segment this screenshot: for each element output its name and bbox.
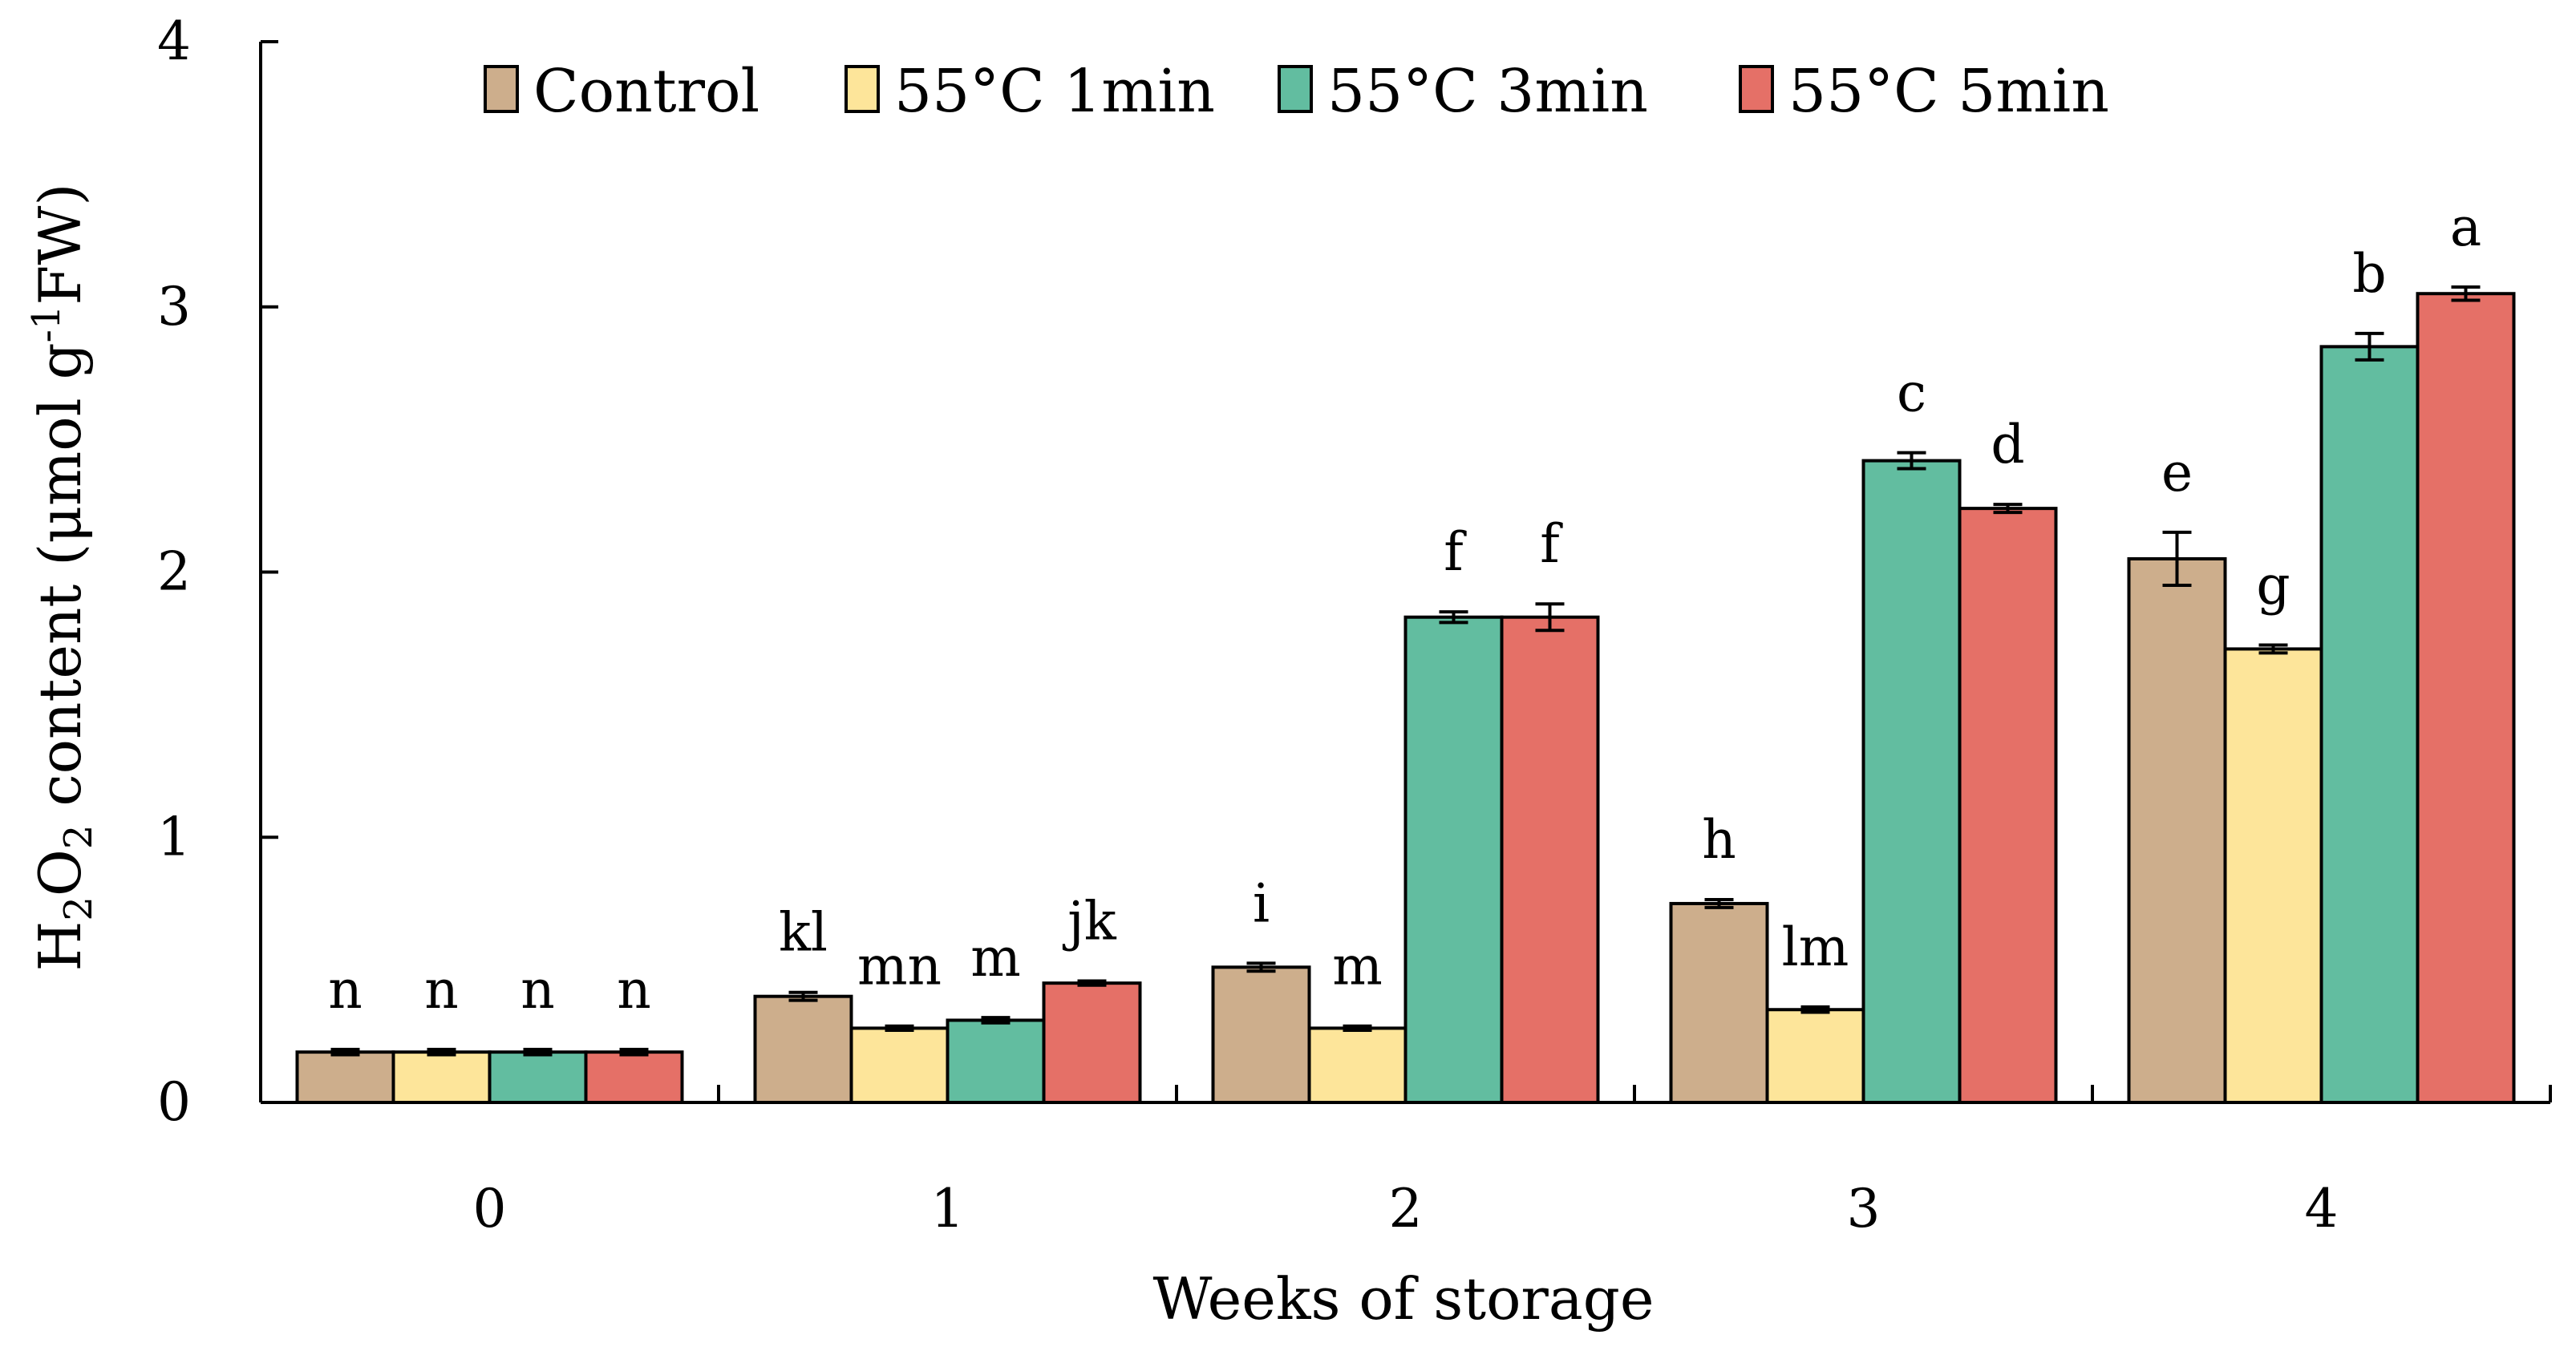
x-tick-label: 0 xyxy=(473,1178,507,1240)
x-tick-label: 1 xyxy=(931,1178,965,1240)
bar xyxy=(946,1018,1046,1105)
legend-label: 55°C 5min xyxy=(1788,57,2109,126)
y-title-sub-1: 2 xyxy=(56,896,101,921)
significance-label: e xyxy=(2161,442,2193,504)
bar xyxy=(584,1050,684,1104)
y-axis-title: H2O2 content (μmol g-1FW) xyxy=(24,184,101,972)
error-bars-group xyxy=(330,285,2481,1057)
bar xyxy=(391,1050,492,1104)
significance-label: b xyxy=(2352,243,2386,305)
significance-label: lm xyxy=(1782,916,1849,978)
bar xyxy=(1861,459,1962,1104)
bar xyxy=(1500,615,1600,1104)
bar xyxy=(753,994,853,1104)
y-tick-label: 4 xyxy=(157,10,191,72)
bar xyxy=(2127,556,2227,1104)
legend: Control 55°C 1min 55°C 3min 55°C 5min xyxy=(484,57,2109,126)
significance-label: n xyxy=(328,959,363,1021)
legend-swatch xyxy=(1278,65,1313,113)
legend-swatch xyxy=(1739,65,1774,113)
bar xyxy=(2416,292,2516,1104)
x-tick-label: 2 xyxy=(1389,1178,1423,1240)
significance-label: h xyxy=(1702,809,1736,871)
bar xyxy=(1403,615,1504,1104)
significance-label: mn xyxy=(857,936,942,997)
y-tick-label: 1 xyxy=(157,806,191,868)
bar xyxy=(1765,1008,1865,1105)
bar xyxy=(488,1050,588,1104)
legend-swatch xyxy=(484,65,519,113)
bar xyxy=(2319,345,2420,1104)
x-axis-title: Weeks of storage xyxy=(1153,1265,1655,1333)
significance-label: f xyxy=(1540,513,1563,575)
legend-label: 55°C 3min xyxy=(1327,57,1648,126)
y-title-sub-2: 2 xyxy=(56,825,101,850)
bar xyxy=(1042,981,1142,1104)
y-title-middle: content (μmol g xyxy=(26,342,94,824)
x-tick-label: 3 xyxy=(1847,1178,1881,1240)
significance-label: n xyxy=(520,959,555,1021)
bar xyxy=(1211,965,1311,1104)
y-title-suffix: FW) xyxy=(26,184,94,305)
significance-label: c xyxy=(1897,362,1926,424)
y-title-o: O xyxy=(26,849,94,896)
legend-swatch xyxy=(844,65,880,113)
y-tick-label: 3 xyxy=(157,276,191,338)
bar xyxy=(1307,1026,1407,1105)
significance-label: d xyxy=(1991,414,2024,475)
bar xyxy=(2223,647,2323,1104)
significance-label: jk xyxy=(1062,891,1116,953)
significance-label: g xyxy=(2256,554,2290,616)
bar xyxy=(1958,507,2058,1104)
x-tick-label: 4 xyxy=(2305,1178,2339,1240)
significance-label: f xyxy=(1444,521,1467,583)
significance-label: m xyxy=(1332,936,1383,997)
y-title-h: H xyxy=(26,921,94,972)
bars-group xyxy=(295,292,2516,1105)
y-title-sup: -1 xyxy=(24,305,69,343)
significance-label: kl xyxy=(779,902,828,964)
significance-label: m xyxy=(970,927,1021,989)
significance-label: a xyxy=(2450,196,2481,258)
legend-label: 55°C 1min xyxy=(894,57,1215,126)
significance-label: n xyxy=(617,959,651,1021)
significance-label: n xyxy=(424,959,459,1021)
y-tick-label: 2 xyxy=(157,541,191,603)
bar xyxy=(1669,901,1769,1104)
bar xyxy=(295,1050,395,1104)
y-tick-label: 0 xyxy=(157,1071,191,1133)
legend-label: Control xyxy=(533,57,759,126)
significance-label: i xyxy=(1253,872,1270,934)
bar xyxy=(849,1026,950,1105)
